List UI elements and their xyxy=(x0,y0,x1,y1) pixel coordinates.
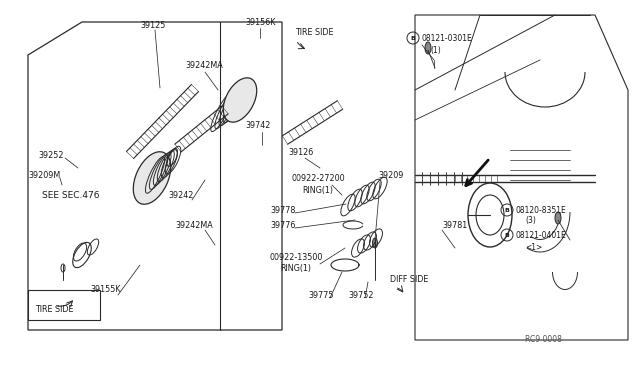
Text: 39776: 39776 xyxy=(270,221,296,230)
Text: 00922-27200: 00922-27200 xyxy=(292,173,346,183)
Text: RING(1): RING(1) xyxy=(302,186,333,195)
Text: 08120-8351E: 08120-8351E xyxy=(516,205,567,215)
Ellipse shape xyxy=(223,78,257,122)
Text: (1): (1) xyxy=(430,45,441,55)
Text: B: B xyxy=(504,208,509,212)
Text: 39155K: 39155K xyxy=(90,285,120,295)
Text: TIRE SIDE: TIRE SIDE xyxy=(35,305,74,314)
Text: 39242MA: 39242MA xyxy=(185,61,223,70)
Text: 39242: 39242 xyxy=(168,190,193,199)
Text: SEE SEC.476: SEE SEC.476 xyxy=(42,190,99,199)
Text: 39775: 39775 xyxy=(308,291,333,299)
Text: 39125: 39125 xyxy=(140,20,165,29)
Ellipse shape xyxy=(555,212,561,224)
Text: 00922-13500: 00922-13500 xyxy=(270,253,323,263)
Text: <1>: <1> xyxy=(525,243,542,251)
Ellipse shape xyxy=(425,42,431,54)
Text: 39252: 39252 xyxy=(38,151,63,160)
Text: 39126: 39126 xyxy=(288,148,313,157)
Text: 39742: 39742 xyxy=(245,121,270,129)
Text: 39778: 39778 xyxy=(270,205,296,215)
Text: 39209: 39209 xyxy=(378,170,403,180)
Text: 08121-0301E: 08121-0301E xyxy=(422,33,473,42)
Text: RING(1): RING(1) xyxy=(280,263,311,273)
Text: RC9 0008: RC9 0008 xyxy=(525,336,562,344)
Text: B: B xyxy=(411,35,415,41)
Text: B: B xyxy=(504,232,509,237)
Text: 39242MA: 39242MA xyxy=(175,221,212,230)
Text: 08121-0401E: 08121-0401E xyxy=(516,231,567,240)
Bar xyxy=(28,290,100,320)
Text: 39209M: 39209M xyxy=(28,170,60,180)
Ellipse shape xyxy=(133,152,171,204)
Text: 39752: 39752 xyxy=(348,291,374,299)
Text: 39781: 39781 xyxy=(442,221,467,230)
Text: DIFF SIDE: DIFF SIDE xyxy=(390,276,428,285)
Ellipse shape xyxy=(372,238,378,248)
Text: (3): (3) xyxy=(525,215,536,224)
Text: TIRE SIDE: TIRE SIDE xyxy=(295,28,333,36)
Text: 39156K: 39156K xyxy=(245,17,275,26)
